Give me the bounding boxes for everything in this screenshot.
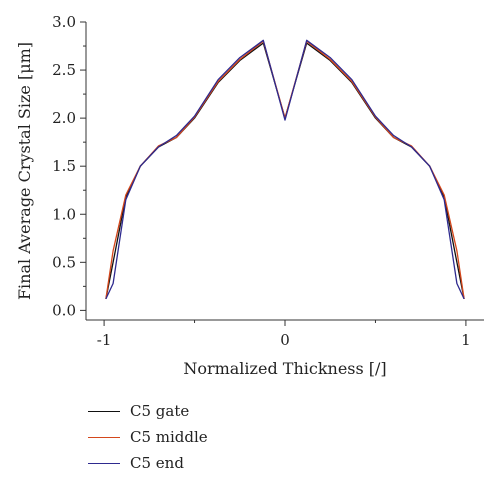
legend-item: C5 gate: [88, 398, 208, 424]
axes-layer: 0.0 0.5 1.0 1.5 2.0 2.5 3.0 -1 0 1: [52, 13, 484, 349]
y-tick-label: 1.0: [52, 205, 76, 223]
series-line-c5-gate: [105, 42, 465, 300]
x-tick-label: 1: [461, 331, 471, 349]
y-axis-label: Final Average Crystal Size [μm]: [15, 42, 34, 300]
legend-swatch: [88, 410, 120, 412]
x-tick-label: -1: [97, 331, 112, 349]
y-tick-label: 0.0: [52, 301, 76, 319]
x-axis-label: Normalized Thickness [/]: [183, 359, 386, 378]
legend-item: C5 middle: [88, 424, 208, 450]
legend-swatch: [88, 462, 120, 464]
y-tick-label: 0.5: [52, 253, 76, 271]
y-tick-label: 2.5: [52, 61, 76, 79]
legend-label: C5 middle: [130, 428, 208, 446]
series-line-c5-middle: [105, 40, 465, 299]
legend-label: C5 gate: [130, 402, 190, 420]
x-tick-label: 0: [280, 331, 290, 349]
y-tick-label: 2.0: [52, 109, 76, 127]
legend: C5 gate C5 middle C5 end: [88, 398, 208, 476]
legend-label: C5 end: [130, 454, 184, 472]
legend-swatch: [88, 436, 120, 438]
legend-item: C5 end: [88, 450, 208, 476]
y-tick-label: 3.0: [52, 13, 76, 31]
series-layer: [105, 39, 465, 300]
y-tick-label: 1.5: [52, 157, 76, 175]
series-line-c5-end: [105, 39, 465, 300]
